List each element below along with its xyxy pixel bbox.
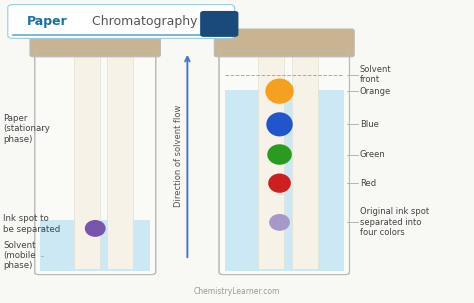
Ellipse shape (266, 112, 293, 136)
Text: Paper
(stationary
phase): Paper (stationary phase) (3, 114, 50, 144)
Ellipse shape (269, 214, 290, 231)
Bar (40, 220, 150, 271)
Ellipse shape (267, 144, 292, 165)
Text: Orange: Orange (360, 87, 391, 96)
Bar (258, 56, 284, 269)
Ellipse shape (85, 220, 106, 237)
FancyBboxPatch shape (219, 51, 349, 275)
Text: Red: Red (360, 179, 376, 188)
Text: Solvent
front: Solvent front (360, 65, 392, 84)
Bar (292, 56, 318, 269)
Bar (225, 90, 344, 271)
Bar (74, 56, 100, 269)
Text: Paper: Paper (27, 15, 67, 28)
Text: Direction of solvent flow: Direction of solvent flow (174, 105, 183, 207)
Text: Original ink spot
separated into
four colors: Original ink spot separated into four co… (360, 208, 429, 237)
FancyBboxPatch shape (200, 11, 238, 37)
FancyBboxPatch shape (8, 5, 235, 38)
Bar (107, 56, 133, 269)
Text: Solvent
(mobile
phase): Solvent (mobile phase) (3, 241, 36, 271)
Text: Green: Green (360, 150, 386, 159)
FancyBboxPatch shape (35, 51, 156, 275)
Text: Blue: Blue (360, 120, 379, 129)
Ellipse shape (268, 174, 291, 193)
Text: Ink spot to
be separated: Ink spot to be separated (3, 214, 60, 234)
FancyBboxPatch shape (214, 29, 354, 57)
Ellipse shape (265, 78, 294, 104)
Text: Chromatography: Chromatography (88, 15, 198, 28)
FancyBboxPatch shape (30, 29, 160, 57)
Text: ChemistryLearner.com: ChemistryLearner.com (194, 287, 280, 296)
